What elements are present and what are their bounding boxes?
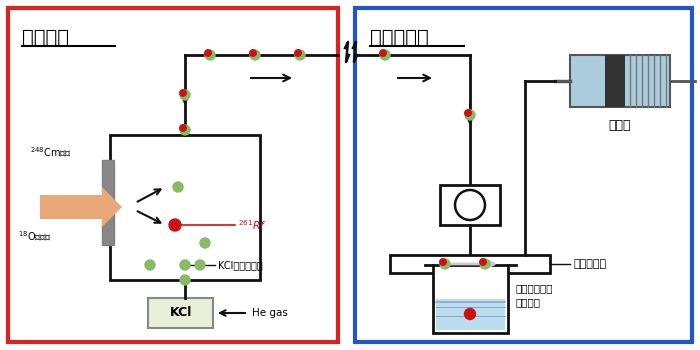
Circle shape bbox=[455, 190, 485, 220]
Circle shape bbox=[145, 260, 155, 270]
Circle shape bbox=[250, 50, 260, 60]
Text: ポンプ: ポンプ bbox=[609, 119, 631, 132]
Circle shape bbox=[295, 50, 301, 56]
Circle shape bbox=[180, 125, 190, 135]
Circle shape bbox=[465, 110, 475, 120]
Text: 加速器室: 加速器室 bbox=[22, 28, 69, 47]
Bar bbox=[440, 185, 500, 225]
Text: 溶液に溶けた
超重元素: 溶液に溶けた 超重元素 bbox=[515, 284, 552, 308]
Circle shape bbox=[173, 182, 183, 192]
Bar bbox=[570, 55, 670, 107]
Bar bbox=[436, 299, 505, 330]
Circle shape bbox=[465, 308, 475, 320]
Circle shape bbox=[480, 259, 490, 269]
Circle shape bbox=[379, 50, 386, 56]
Text: KCl: KCl bbox=[170, 307, 192, 320]
Text: He gas: He gas bbox=[252, 308, 288, 318]
Circle shape bbox=[169, 219, 181, 231]
Circle shape bbox=[180, 90, 190, 100]
Text: $^{18}$Oビーム: $^{18}$Oビーム bbox=[18, 229, 52, 243]
Circle shape bbox=[295, 50, 305, 60]
Circle shape bbox=[465, 110, 471, 116]
Circle shape bbox=[250, 50, 256, 56]
Circle shape bbox=[180, 260, 190, 270]
Bar bbox=[605, 55, 625, 107]
Bar bbox=[102, 160, 114, 245]
Circle shape bbox=[480, 259, 486, 265]
Circle shape bbox=[205, 50, 215, 60]
Bar bbox=[390, 255, 550, 273]
Text: KClクラスター: KClクラスター bbox=[218, 260, 262, 270]
Text: $^{261}$Rf: $^{261}$Rf bbox=[238, 218, 267, 232]
Circle shape bbox=[440, 259, 450, 269]
Circle shape bbox=[180, 90, 186, 96]
Circle shape bbox=[180, 275, 190, 285]
Circle shape bbox=[195, 260, 205, 270]
Circle shape bbox=[204, 50, 211, 56]
Text: $^{248}$Cm標的: $^{248}$Cm標的 bbox=[30, 145, 71, 159]
Bar bbox=[355, 8, 692, 342]
Circle shape bbox=[180, 125, 186, 131]
Bar bbox=[110, 135, 260, 280]
Circle shape bbox=[380, 50, 390, 60]
Polygon shape bbox=[40, 187, 122, 227]
Bar bbox=[8, 8, 338, 342]
Bar bbox=[433, 265, 508, 333]
Bar bbox=[148, 298, 213, 328]
Circle shape bbox=[440, 259, 447, 265]
Circle shape bbox=[200, 238, 210, 248]
Text: 化学実験室: 化学実験室 bbox=[370, 28, 428, 47]
Text: 溶液化装置: 溶液化装置 bbox=[573, 259, 606, 269]
